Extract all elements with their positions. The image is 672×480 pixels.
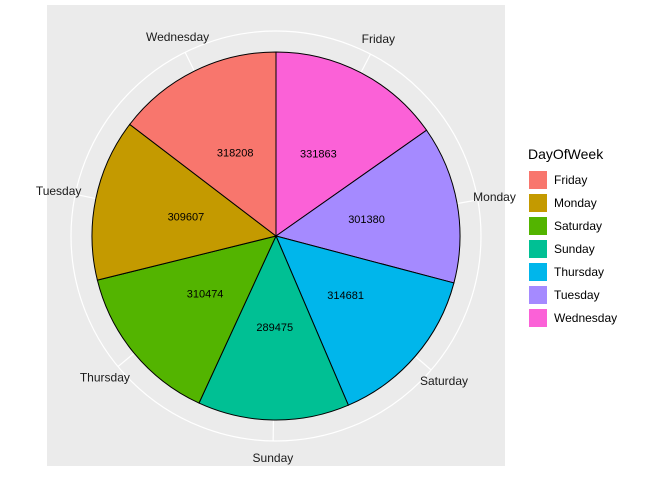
legend-label: Tuesday [554,287,600,302]
pie-slice-tuesday [91,123,278,281]
legend-item: Thursday [528,260,617,283]
pie-slice-friday [275,51,428,237]
slice-value-label: 309607 [168,211,205,223]
grid-circle [70,30,482,442]
slice-value-label: 331863 [300,148,337,160]
category-label: Thursday [80,370,130,384]
category-label: Tuesday [36,184,82,198]
category-label: Sunday [253,451,294,465]
legend-item: Tuesday [528,283,617,306]
pie-slices [91,51,461,421]
pie-slice-wednesday [129,51,277,238]
legend-item: Wednesday [528,306,617,329]
legend-key [528,169,548,190]
legend-key [528,192,548,213]
legend-label: Saturday [554,218,603,233]
pie-slice-monday [274,129,461,284]
legend-title: DayOfWeek [528,146,604,162]
category-label: Friday [362,32,395,46]
slice-value-labels: 331863 301380 314681 289475 310474 309607 3182… [168,148,385,334]
pie-slice-saturday [275,235,455,406]
category-labels: Friday Monday Saturday Sunday Thursday Tuesda… [36,30,516,465]
category-label: Monday [473,190,516,204]
slice-value-label: 318208 [217,148,254,160]
legend-item: Sunday [528,237,617,260]
legend: DayOfWeek Friday Monday Saturday Sunday Thur… [528,146,617,329]
legend-label: Sunday [554,241,595,256]
legend-key [528,238,548,259]
legend-label: Wednesday [554,310,618,325]
legend-label: Thursday [554,264,605,279]
legend-item: Monday [528,191,617,214]
slice-value-label: 301380 [348,214,385,226]
slice-value-label: 289475 [256,322,293,334]
legend-label: Friday [554,172,588,187]
legend-item: Saturday [528,214,617,237]
pie-slice-thursday [96,235,277,404]
legend-items: Friday Monday Saturday Sunday Thursday Tuesda… [528,168,617,329]
legend-label: Monday [554,195,597,210]
category-label: Wednesday [146,30,209,44]
legend-item: Friday [528,168,617,191]
legend-key [528,261,548,282]
pie-slice-sunday [198,234,349,421]
legend-key [528,215,548,236]
slice-value-label: 310474 [187,289,224,301]
legend-key [528,284,548,305]
legend-key [528,307,548,328]
category-label: Saturday [420,374,468,388]
slice-value-label: 314681 [327,290,364,302]
